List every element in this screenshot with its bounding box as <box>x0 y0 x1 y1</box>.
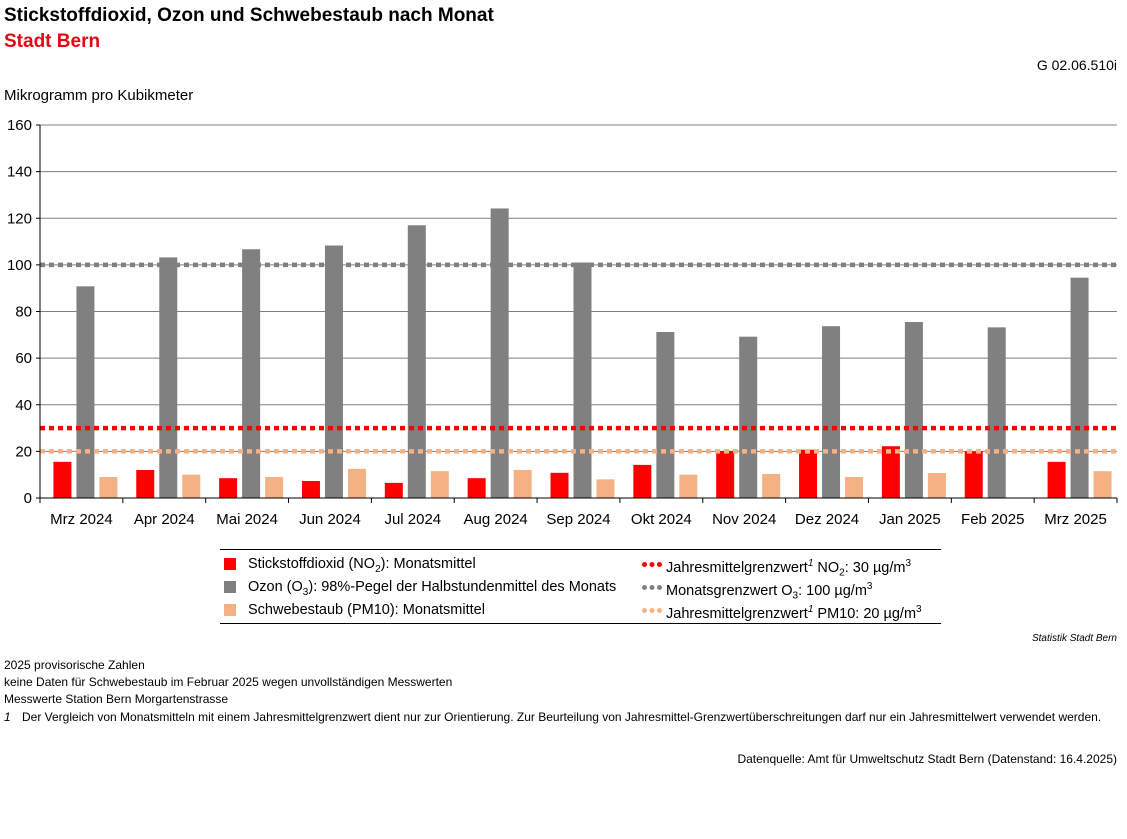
x-tick-label: Apr 2024 <box>134 511 195 528</box>
bar-o3 <box>159 257 178 498</box>
x-tick-label: Dez 2024 <box>795 511 859 528</box>
legend-dash-pm10 <box>642 608 662 613</box>
legend-swatch-no2 <box>224 558 236 570</box>
bar-pm10 <box>679 474 698 498</box>
bar-o3 <box>656 332 675 498</box>
bar-o3 <box>987 327 1006 498</box>
x-tick-label: Feb 2025 <box>961 511 1024 528</box>
x-tick-label: Mrz 2024 <box>50 511 113 528</box>
bar-no2 <box>881 446 900 498</box>
bar-no2 <box>716 450 735 498</box>
footnote: 1 Der Vergleich von Monatsmitteln mit ei… <box>4 709 1114 726</box>
bar-pm10 <box>596 479 615 498</box>
bar-no2 <box>301 480 320 498</box>
bar-pm10 <box>762 473 781 498</box>
x-tick-label: Jan 2025 <box>879 511 941 528</box>
y-tick-label: 60 <box>15 350 32 367</box>
bar-pm10 <box>430 471 449 498</box>
bar-no2 <box>136 470 155 498</box>
data-source: Datenquelle: Amt für Umweltschutz Stadt … <box>737 752 1117 766</box>
y-tick-label: 0 <box>24 490 32 507</box>
legend-swatch-o3 <box>224 581 236 593</box>
bar-pm10 <box>265 477 284 498</box>
bar-pm10 <box>347 468 366 498</box>
bar-pm10 <box>1093 471 1112 498</box>
bar-o3 <box>739 336 758 498</box>
bar-pm10 <box>182 474 201 498</box>
bar-chart: 0 20 40 60 80 100 120 140 160 Mrz 2024 Apr 2024 Mai… <box>7 117 1118 528</box>
footnote-number: 1 <box>4 710 11 724</box>
x-tick-label: Mai 2024 <box>216 511 278 528</box>
bar-o3 <box>573 262 592 498</box>
bar-no2 <box>1047 461 1066 498</box>
bar-no2 <box>467 478 486 498</box>
bar-no2 <box>964 451 983 498</box>
legend-dash-no2 <box>642 562 662 567</box>
bar-o3 <box>822 326 841 498</box>
bar-no2 <box>799 449 818 498</box>
x-tick-label: Nov 2024 <box>712 511 776 528</box>
legend: Stickstoffdioxid (NO2): Monatsmittel Ozo… <box>220 549 941 624</box>
x-tick-label: Jun 2024 <box>299 511 361 528</box>
note-line: 2025 provisorische Zahlen <box>4 658 145 672</box>
bar-pm10 <box>99 477 118 498</box>
bar-o3 <box>904 321 923 498</box>
bar-no2 <box>53 461 72 498</box>
note-line: keine Daten für Schwebestaub im Februar … <box>4 675 453 689</box>
bar-o3 <box>1070 277 1089 498</box>
source-credit: Statistik Stadt Bern <box>1031 633 1117 644</box>
y-tick-label: 120 <box>7 210 32 227</box>
chart-title: Stickstoffdioxid, Ozon und Schwebestaub … <box>4 5 494 26</box>
legend-swatch-pm10 <box>224 604 236 616</box>
bar-pm10 <box>845 477 864 498</box>
x-tick-label: Sep 2024 <box>546 511 610 528</box>
note-line: Messwerte Station Bern Morgartenstrasse <box>4 692 229 706</box>
bar-pm10 <box>513 470 532 498</box>
legend-dash-o3 <box>642 585 662 590</box>
bar-no2 <box>219 478 238 498</box>
y-tick-label: 40 <box>15 397 32 414</box>
footnote-text: Der Vergleich von Monatsmitteln mit eine… <box>22 710 1102 724</box>
bar-pm10 <box>927 473 946 498</box>
bar-o3 <box>76 286 95 498</box>
x-tick-label: Aug 2024 <box>464 511 528 528</box>
bar-no2 <box>633 464 652 498</box>
y-tick-label: 100 <box>7 257 32 274</box>
bar-o3 <box>490 208 509 499</box>
chart-code: G 02.06.510i <box>1036 57 1117 73</box>
notes: 2025 provisorische Zahlen keine Daten fü… <box>4 657 452 708</box>
x-tick-label: Mrz 2025 <box>1044 511 1107 528</box>
bar-no2 <box>384 482 403 498</box>
bar-o3 <box>242 249 261 498</box>
x-tick-label: Jul 2024 <box>384 511 441 528</box>
y-tick-label: 160 <box>7 117 32 134</box>
x-tick-label: Okt 2024 <box>631 511 692 528</box>
bar-no2 <box>550 472 569 498</box>
bar-o3 <box>324 245 343 498</box>
y-tick-label: 140 <box>7 164 32 181</box>
chart-subtitle: Stadt Bern <box>4 31 101 52</box>
y-axis-label: Mikrogramm pro Kubikmeter <box>4 87 194 104</box>
y-tick-label: 80 <box>15 304 32 321</box>
y-tick-label: 20 <box>15 443 32 460</box>
